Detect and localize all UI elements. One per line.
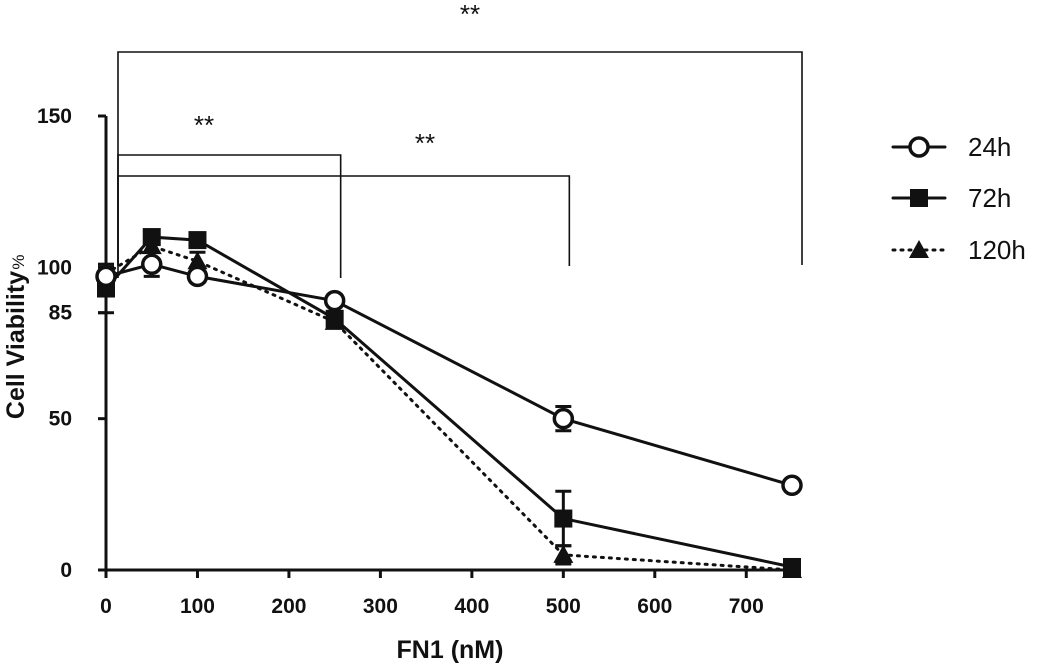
axes: 0 50 85 100 150 0 100 200 300 400 500 600 700 bbox=[37, 105, 798, 618]
data-point bbox=[909, 240, 929, 258]
x-tick-label: 700 bbox=[729, 595, 764, 618]
x-axis-label: FN1 (nM) bbox=[397, 636, 504, 664]
series-24h bbox=[95, 250, 803, 497]
legend-item-24h: 24h bbox=[891, 132, 1011, 162]
legend-item-72h: 72h bbox=[891, 183, 1011, 213]
data-point bbox=[186, 265, 209, 288]
data-point bbox=[908, 136, 930, 158]
data-point bbox=[781, 474, 803, 497]
data-point bbox=[140, 253, 163, 276]
series-line bbox=[104, 244, 794, 572]
data-point bbox=[552, 407, 575, 430]
y-tick-label: 50 bbox=[49, 408, 72, 431]
data-point bbox=[142, 228, 161, 247]
x-tick-label: 200 bbox=[271, 595, 306, 618]
legend-item-120h: 120h bbox=[891, 235, 1026, 265]
y-axis-unit: % bbox=[9, 254, 28, 269]
data-point bbox=[188, 231, 207, 250]
significance-brackets: ** ** ** bbox=[117, 0, 803, 278]
series-line bbox=[104, 235, 794, 569]
data-point bbox=[323, 289, 346, 312]
y-tick-label: 85 bbox=[49, 302, 73, 325]
significance-label: ** bbox=[194, 110, 214, 140]
data-point bbox=[95, 265, 117, 288]
data-point bbox=[187, 251, 208, 270]
series-72h bbox=[97, 228, 801, 576]
x-tick-label: 500 bbox=[546, 595, 581, 618]
series-120h bbox=[96, 236, 802, 578]
x-tick-label: 100 bbox=[180, 595, 215, 618]
data-point bbox=[554, 509, 573, 528]
data-point bbox=[325, 309, 344, 328]
legend-label: 120h bbox=[968, 235, 1026, 265]
data-point bbox=[783, 557, 801, 576]
legend-label: 72h bbox=[968, 183, 1011, 213]
x-tick-label: 300 bbox=[363, 595, 398, 618]
significance-bracket bbox=[117, 175, 571, 266]
data-point bbox=[910, 189, 928, 207]
y-tick-label: 0 bbox=[60, 559, 72, 582]
significance-bracket bbox=[117, 51, 803, 265]
y-tick-label: 150 bbox=[37, 105, 72, 128]
legend: 24h 72h 120h bbox=[891, 132, 1026, 265]
y-axis-label: Cell Viability bbox=[2, 271, 30, 419]
x-tick-label: 400 bbox=[454, 595, 489, 618]
series-layer bbox=[95, 228, 803, 578]
series-line bbox=[104, 262, 794, 487]
y-tick-label: 100 bbox=[37, 256, 72, 279]
data-point bbox=[553, 544, 574, 563]
legend-label: 24h bbox=[968, 132, 1011, 162]
x-tick-label: 0 bbox=[100, 595, 112, 618]
significance-label: ** bbox=[415, 128, 435, 158]
significance-label: ** bbox=[460, 0, 480, 29]
x-tick-label: 600 bbox=[637, 595, 672, 618]
